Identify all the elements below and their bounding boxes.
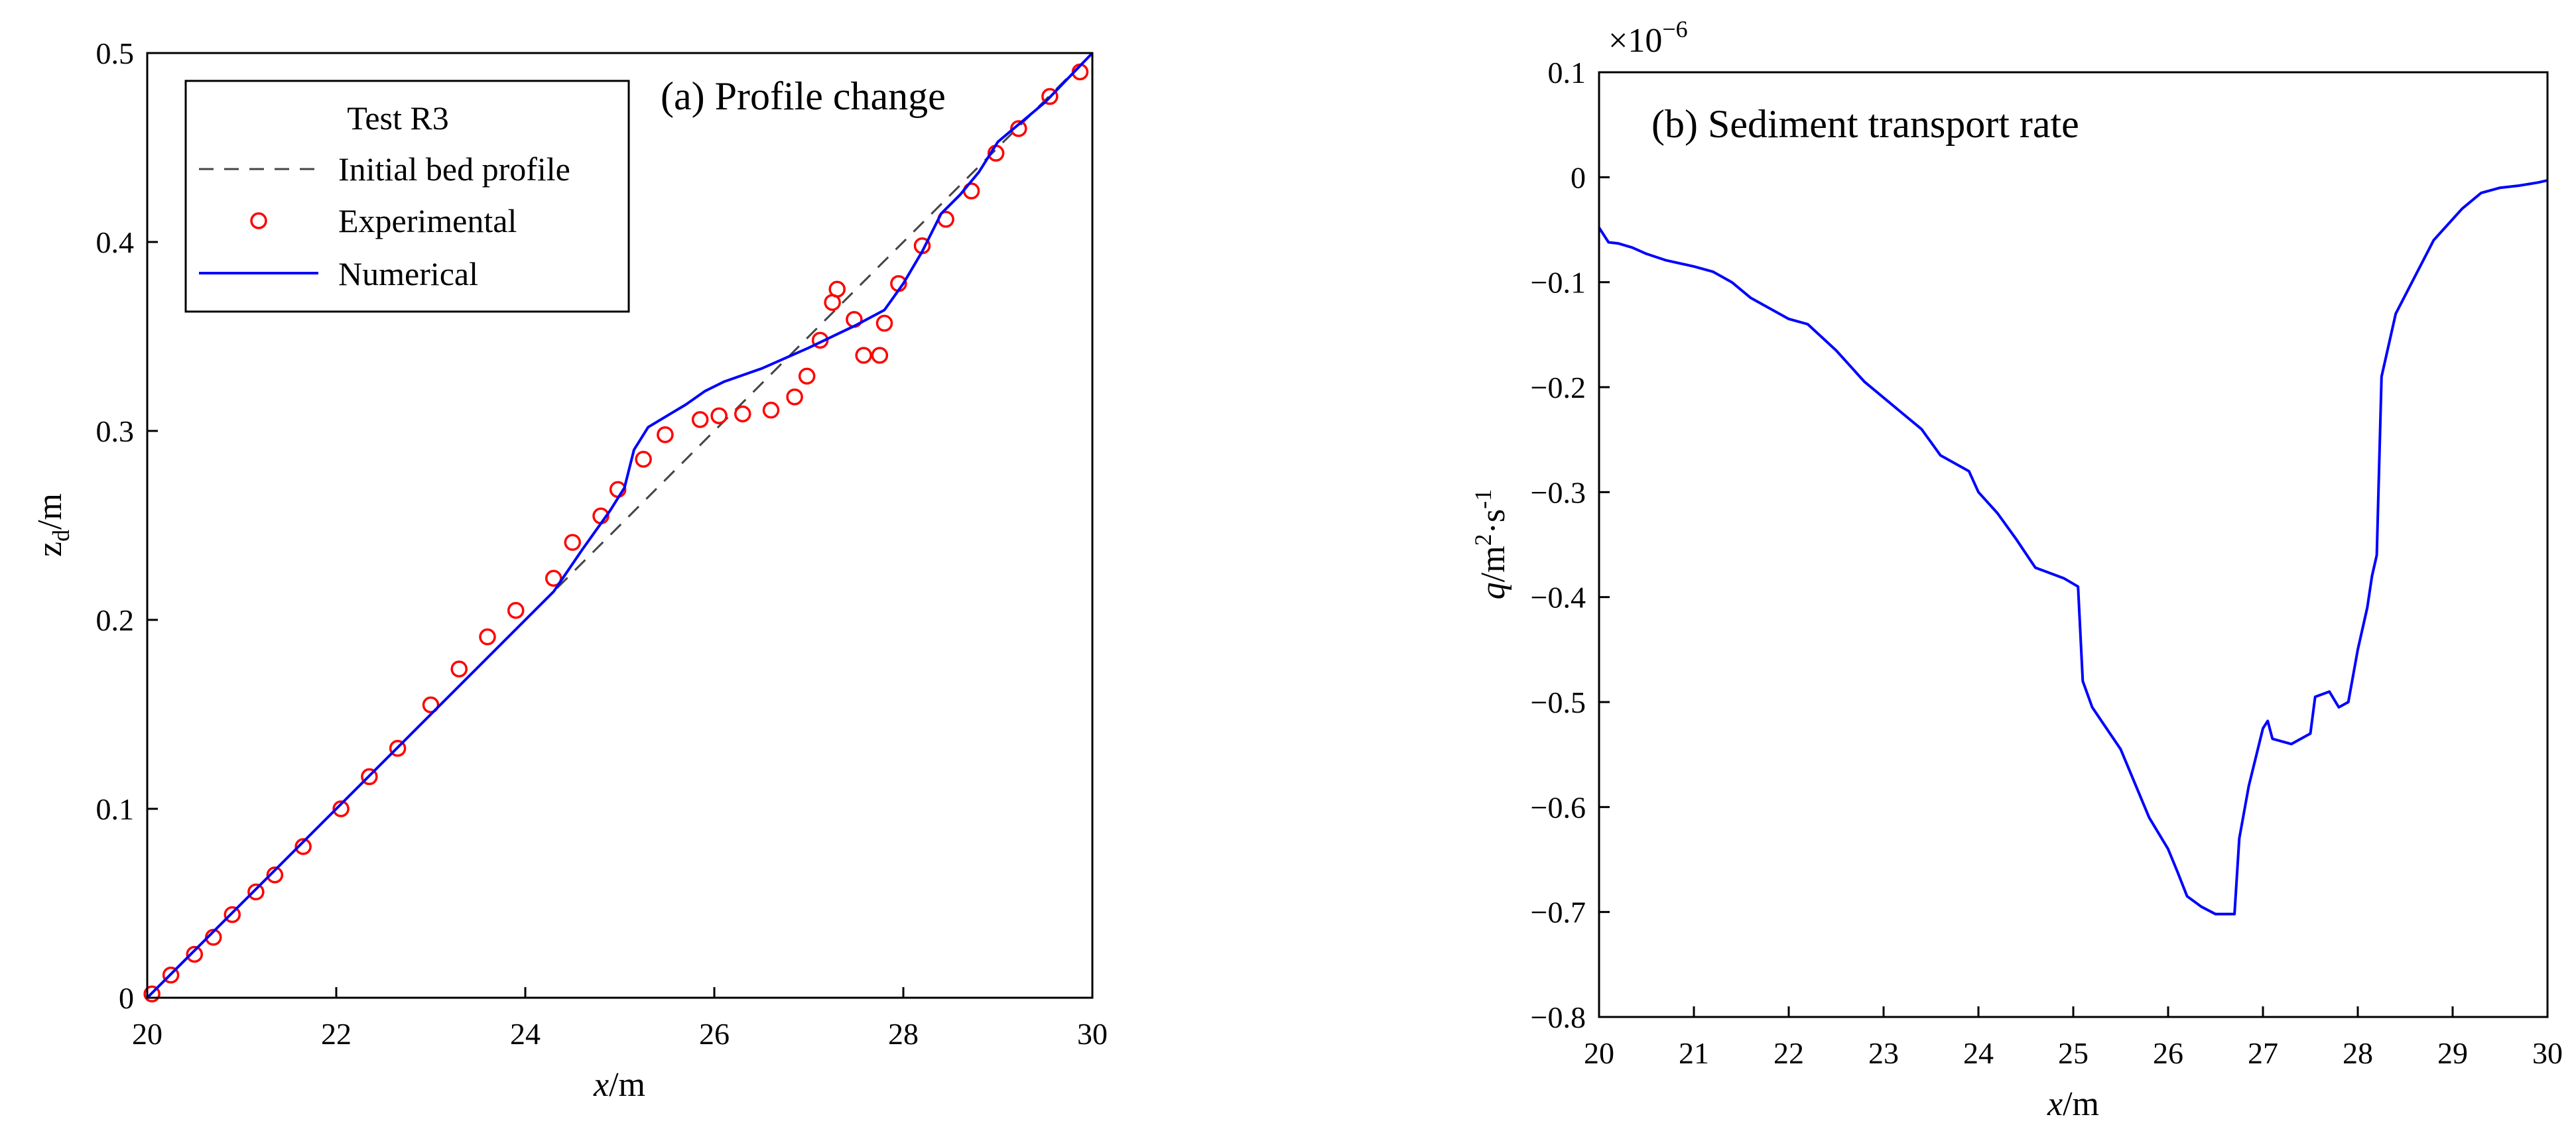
- y-tick-label: 0: [1571, 160, 1586, 194]
- panel-a-legend: Test R3 Initial bed profile Experimental…: [184, 80, 630, 313]
- data-point-experimental: [762, 401, 780, 419]
- series-line-initial-bed-profile: [146, 52, 1094, 999]
- data-point-experimental: [1010, 120, 1027, 137]
- y-tick-label: −0.5: [1531, 685, 1586, 719]
- data-point-experimental: [710, 407, 728, 424]
- x-tick-label: 20: [132, 1017, 162, 1051]
- data-point-experimental: [450, 660, 468, 678]
- x-tick-label: 26: [2153, 1036, 2183, 1070]
- data-point-experimental: [224, 906, 241, 923]
- x-tick-label: 28: [2343, 1036, 2373, 1070]
- data-point-experimental: [479, 628, 496, 646]
- y-tick-label: −0.6: [1531, 790, 1586, 824]
- x-tick-label: 24: [1963, 1036, 1994, 1070]
- x-tick-label: 23: [1868, 1036, 1899, 1070]
- x-tick-label: 27: [2248, 1036, 2278, 1070]
- y-tick-label: 0: [119, 981, 134, 1015]
- legend-title: Test R3: [347, 99, 448, 137]
- panel-a-title: (a) Profile change: [661, 74, 946, 118]
- panel-b-series: [1598, 179, 2548, 916]
- series-line-numerical: [146, 52, 1094, 999]
- panel-b-xlabel: x/m: [2047, 1085, 2099, 1123]
- x-tick-label: 26: [699, 1017, 730, 1051]
- y-tick-label: 0.4: [96, 225, 135, 259]
- data-point-experimental: [875, 314, 893, 332]
- x-tick-label: 30: [1077, 1017, 1108, 1051]
- legend-swatch-experimental: [250, 212, 267, 229]
- data-point-experimental: [691, 411, 709, 428]
- panel-b-title: (b) Sediment transport rate: [1651, 102, 2079, 146]
- data-point-experimental: [786, 388, 803, 406]
- x-tick-label: 21: [1679, 1036, 1709, 1070]
- panel-a-profile-change: 20 22 24 26 28 30 0 0.1 0.2 0.3 0.4 0.5 (a) Profile…: [31, 36, 1108, 1104]
- data-point-experimental: [143, 985, 161, 1003]
- data-point-experimental: [564, 534, 581, 551]
- y-tick-label: 0.1: [1548, 56, 1586, 89]
- legend-label-initial: Initial bed profile: [338, 150, 570, 188]
- panel-a-series: [143, 52, 1094, 1003]
- y-tick-label: −0.1: [1531, 266, 1586, 300]
- data-point-experimental: [1041, 88, 1059, 105]
- series-line-q: [1598, 179, 2548, 916]
- data-point-experimental: [828, 280, 846, 298]
- data-point-experimental: [734, 405, 751, 423]
- y-tick-label: 0.5: [96, 36, 135, 70]
- data-point-experimental: [798, 367, 816, 385]
- panel-b-multiplier: ×10−6: [1608, 16, 1688, 60]
- panel-b-ylabel: q/m2·s-1: [1470, 489, 1512, 599]
- data-point-experimental: [389, 740, 407, 757]
- panel-b-ticks: 20 21 22 23 24 25 26 27 28 29 30 0.1 0 −0.1 −0.2 −0.3 −0…: [1531, 56, 2563, 1070]
- x-tick-label: 20: [1584, 1036, 1614, 1070]
- panel-a-ticks: 20 22 24 26 28 30 0 0.1 0.2 0.3 0.4 0.5: [96, 36, 1108, 1051]
- data-point-experimental: [247, 883, 265, 901]
- panel-a-ylabel: zd/m: [31, 493, 74, 557]
- y-tick-label: −0.2: [1531, 371, 1586, 404]
- data-point-experimental: [871, 347, 889, 364]
- panel-a-xlabel: x/m: [593, 1066, 645, 1104]
- panel-a-plot-frame: [146, 52, 1094, 999]
- data-point-experimental: [266, 866, 284, 884]
- x-tick-label: 24: [510, 1017, 541, 1051]
- data-point-experimental: [507, 602, 525, 619]
- y-tick-label: 0.3: [96, 414, 135, 448]
- data-point-experimental: [545, 569, 562, 587]
- data-point-experimental: [332, 800, 350, 817]
- data-point-experimental: [294, 838, 312, 855]
- x-tick-label: 25: [2058, 1036, 2089, 1070]
- y-tick-label: −0.7: [1531, 896, 1586, 929]
- legend-label-numerical: Numerical: [338, 255, 478, 292]
- x-tick-label: 22: [1773, 1036, 1804, 1070]
- data-point-experimental: [186, 945, 203, 963]
- x-tick-label: 22: [321, 1017, 352, 1051]
- y-tick-label: −0.8: [1531, 1000, 1586, 1034]
- data-point-experimental: [635, 451, 652, 468]
- data-point-experimental: [657, 426, 674, 444]
- panel-b-sediment-transport: 20 21 22 23 24 25 26 27 28 29 30 0.1 0 −0.1 −0.2 −0.3 −0…: [1470, 16, 2563, 1123]
- data-point-experimental: [422, 696, 440, 713]
- y-tick-label: −0.4: [1531, 581, 1586, 615]
- x-tick-label: 29: [2437, 1036, 2468, 1070]
- legend-label-experimental: Experimental: [338, 202, 517, 239]
- x-tick-label: 28: [888, 1017, 919, 1051]
- y-tick-label: 0.2: [96, 603, 135, 637]
- x-tick-label: 30: [2532, 1036, 2563, 1070]
- data-point-experimental: [361, 768, 378, 786]
- y-tick-label: −0.3: [1531, 475, 1586, 509]
- y-tick-label: 0.1: [96, 792, 135, 826]
- panel-b-plot-frame: [1598, 71, 2549, 1018]
- data-point-experimental: [162, 967, 180, 984]
- data-point-experimental: [855, 347, 872, 364]
